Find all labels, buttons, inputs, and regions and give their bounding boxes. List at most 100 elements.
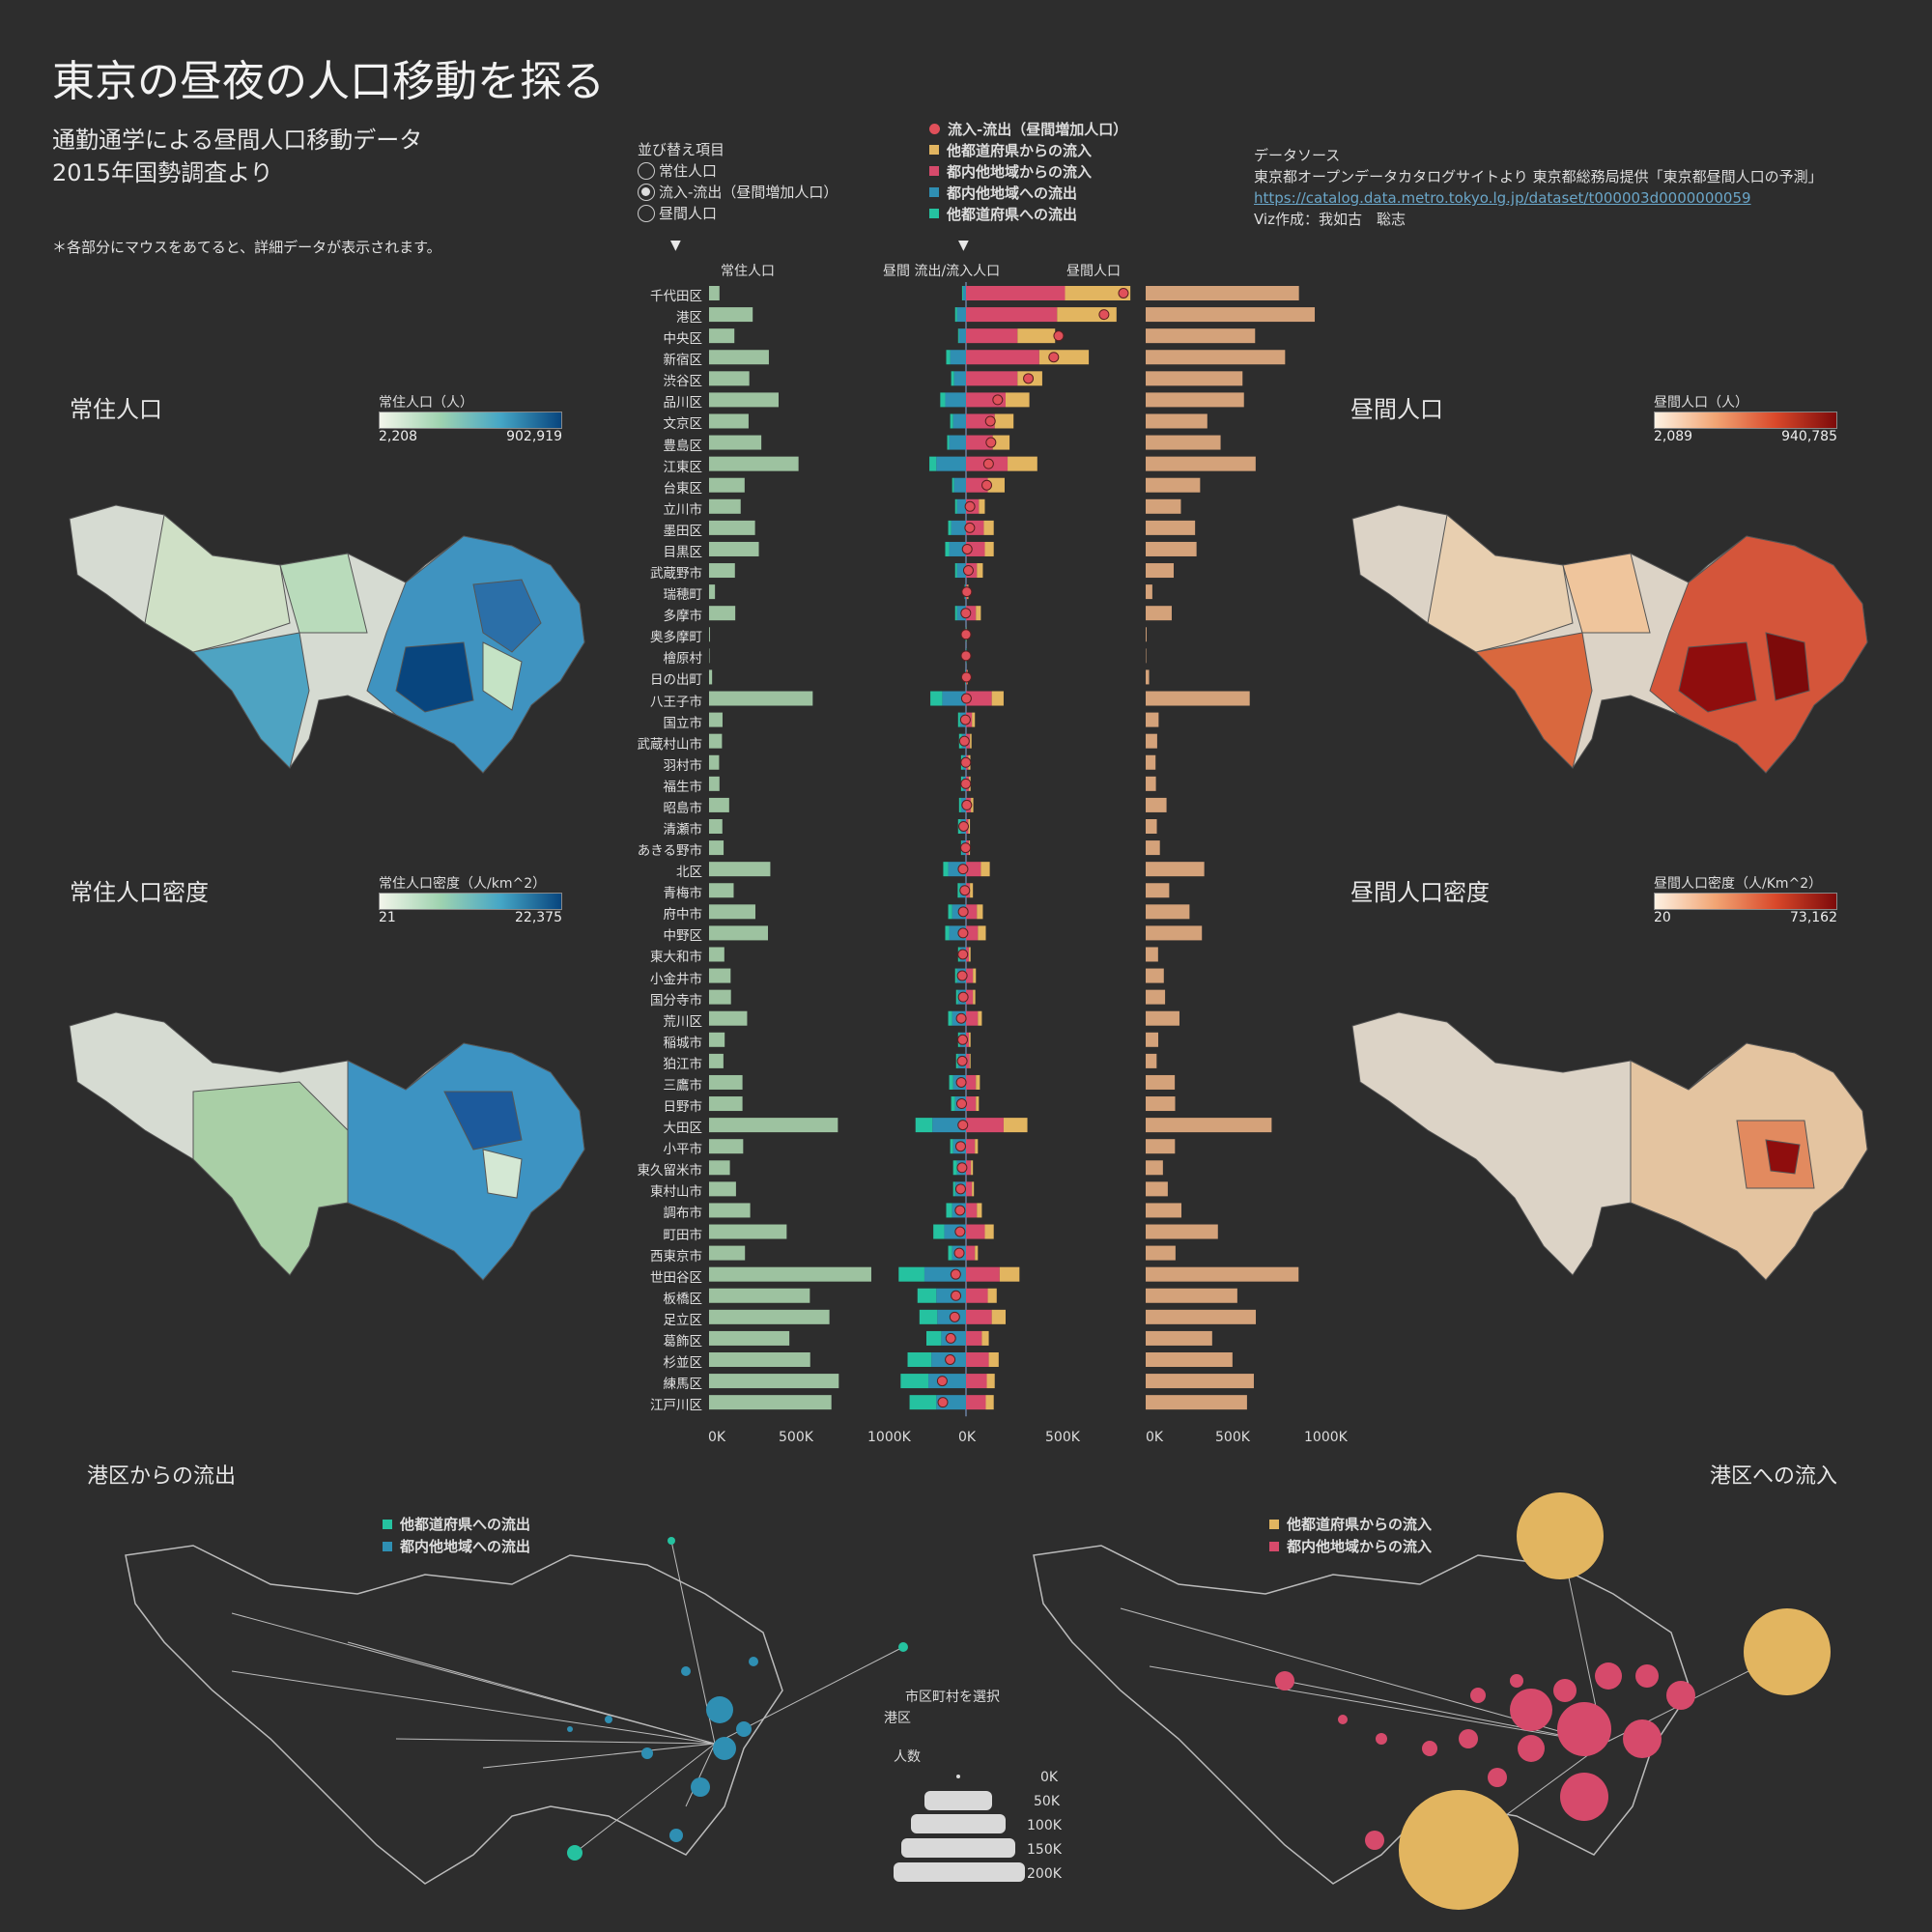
outflow-pref-bar[interactable]: [948, 1245, 952, 1261]
resident-bar[interactable]: [709, 1266, 871, 1282]
row-label[interactable]: 墨田区: [663, 523, 703, 539]
resident-bar[interactable]: [709, 904, 755, 920]
resident-bar[interactable]: [709, 1074, 743, 1090]
net-increase-point[interactable]: [955, 1098, 967, 1110]
daytime-bar[interactable]: [1146, 435, 1221, 450]
resident-bar[interactable]: [709, 1160, 730, 1176]
inflow-tokyo-bar[interactable]: [966, 925, 979, 941]
resident-bar[interactable]: [709, 1245, 746, 1261]
daytime-bar[interactable]: [1146, 947, 1158, 962]
resident-bar[interactable]: [709, 1288, 810, 1303]
row-label[interactable]: 青梅市: [663, 886, 703, 902]
inflow-pref-bar[interactable]: [972, 1181, 975, 1197]
resident-bar[interactable]: [709, 925, 769, 941]
inflow-pref-bar[interactable]: [973, 989, 976, 1005]
row-label[interactable]: 奥多摩町: [650, 630, 702, 646]
outflow-pref-bar[interactable]: [930, 691, 943, 706]
net-increase-point[interactable]: [958, 821, 970, 832]
map-daytime-density[interactable]: [1341, 1005, 1882, 1285]
net-increase-point[interactable]: [955, 1012, 967, 1024]
resident-bar[interactable]: [709, 1096, 743, 1112]
daytime-bar[interactable]: [1146, 541, 1197, 556]
inflow-tokyo-bar[interactable]: [966, 1010, 979, 1026]
row-label[interactable]: 品川区: [663, 395, 703, 412]
row-label[interactable]: 国分寺市: [650, 992, 702, 1009]
row-label[interactable]: 杉並区: [663, 1355, 703, 1371]
inflow-tokyo-bar[interactable]: [966, 1181, 973, 1197]
inflow-pref-bar[interactable]: [983, 520, 994, 535]
daytime-bar[interactable]: [1146, 797, 1167, 812]
resident-bar[interactable]: [709, 1330, 790, 1346]
row-label[interactable]: 江戸川区: [650, 1398, 702, 1414]
inflow-pref-bar[interactable]: [992, 435, 1010, 450]
outflow-pref-bar[interactable]: [933, 1224, 945, 1239]
net-increase-point[interactable]: [1118, 288, 1129, 298]
daytime-bar[interactable]: [1146, 1374, 1254, 1389]
row-label[interactable]: 文京区: [663, 416, 703, 433]
daytime-bar[interactable]: [1146, 1203, 1182, 1218]
outflow-pref-bar[interactable]: [954, 563, 957, 579]
outflow-tokyo-bar[interactable]: [942, 691, 966, 706]
outflow-pref-bar[interactable]: [950, 413, 953, 429]
resident-bar[interactable]: [709, 286, 720, 300]
net-increase-point[interactable]: [1023, 373, 1035, 384]
inflow-pref-bar[interactable]: [969, 1053, 971, 1068]
resident-bar[interactable]: [709, 606, 736, 621]
inflow-tokyo-bar[interactable]: [966, 1288, 988, 1303]
net-increase-point[interactable]: [964, 522, 976, 533]
row-label[interactable]: 新宿区: [663, 353, 703, 369]
map-region-tama[interactable]: [192, 1081, 349, 1276]
outflow-pref-bar[interactable]: [955, 989, 958, 1005]
row-label[interactable]: 港区: [676, 310, 702, 327]
inflow-pref-bar[interactable]: [980, 862, 990, 877]
outflow-pref-bar[interactable]: [958, 797, 961, 812]
outflow-pref-bar[interactable]: [948, 1010, 952, 1026]
daytime-bar[interactable]: [1146, 1053, 1157, 1068]
outflow-pref-bar[interactable]: [909, 1395, 937, 1410]
outflow-pref-bar[interactable]: [949, 1074, 953, 1090]
row-label[interactable]: 東大和市: [650, 950, 702, 966]
resident-bar[interactable]: [709, 1118, 838, 1133]
outflow-tokyo-bar[interactable]: [953, 371, 966, 386]
outflow-pref-bar[interactable]: [919, 1309, 938, 1324]
net-increase-point[interactable]: [955, 1076, 967, 1088]
inflow-pref-bar[interactable]: [977, 1203, 982, 1218]
outflow-pref-bar[interactable]: [950, 1139, 953, 1154]
daytime-bar[interactable]: [1146, 819, 1157, 834]
outflow-pref-bar[interactable]: [929, 456, 937, 471]
outflow-map[interactable]: [106, 1526, 937, 1913]
daytime-bar[interactable]: [1146, 307, 1316, 323]
outflow-tokyo-bar[interactable]: [956, 307, 966, 323]
inflow-tokyo-bar[interactable]: [966, 1160, 972, 1176]
row-label[interactable]: 清瀬市: [663, 822, 703, 838]
outflow-tokyo-bar[interactable]: [953, 477, 966, 493]
inflow-pref-bar[interactable]: [984, 541, 994, 556]
map-region-setagaya[interactable]: [1678, 641, 1757, 713]
outflow-pref-bar[interactable]: [945, 925, 950, 941]
net-increase-point[interactable]: [958, 735, 970, 747]
inflow-tokyo-bar[interactable]: [966, 691, 992, 706]
resident-bar[interactable]: [709, 350, 769, 365]
map-daytime[interactable]: [1341, 497, 1882, 778]
resident-bar[interactable]: [709, 627, 710, 642]
map-region[interactable]: [279, 553, 368, 634]
net-increase-point[interactable]: [960, 842, 972, 854]
inflow-tokyo-bar[interactable]: [966, 1309, 992, 1324]
outflow-bubbles[interactable]: [567, 1657, 758, 1842]
row-label[interactable]: 中央区: [663, 331, 703, 348]
inflow-pref-bar[interactable]: [981, 1330, 989, 1346]
row-label[interactable]: 八王子市: [650, 694, 702, 710]
map-region-center[interactable]: [1765, 632, 1810, 701]
daytime-bar[interactable]: [1146, 1074, 1176, 1090]
resident-bar[interactable]: [709, 1053, 724, 1068]
resident-bar[interactable]: [709, 456, 799, 471]
inflow-pref-bar[interactable]: [976, 1074, 980, 1090]
outflow-pref-bar[interactable]: [957, 883, 960, 898]
outflow-pref-bar[interactable]: [952, 477, 954, 493]
inflow-tokyo-bar[interactable]: [966, 371, 1018, 386]
outflow-pref-bar[interactable]: [957, 712, 960, 727]
row-label[interactable]: 世田谷区: [650, 1269, 702, 1286]
inflow-tokyo-bar[interactable]: [966, 904, 978, 920]
resident-bar[interactable]: [709, 819, 723, 834]
outflow-prefecture-bubbles[interactable]: [567, 1537, 908, 1861]
